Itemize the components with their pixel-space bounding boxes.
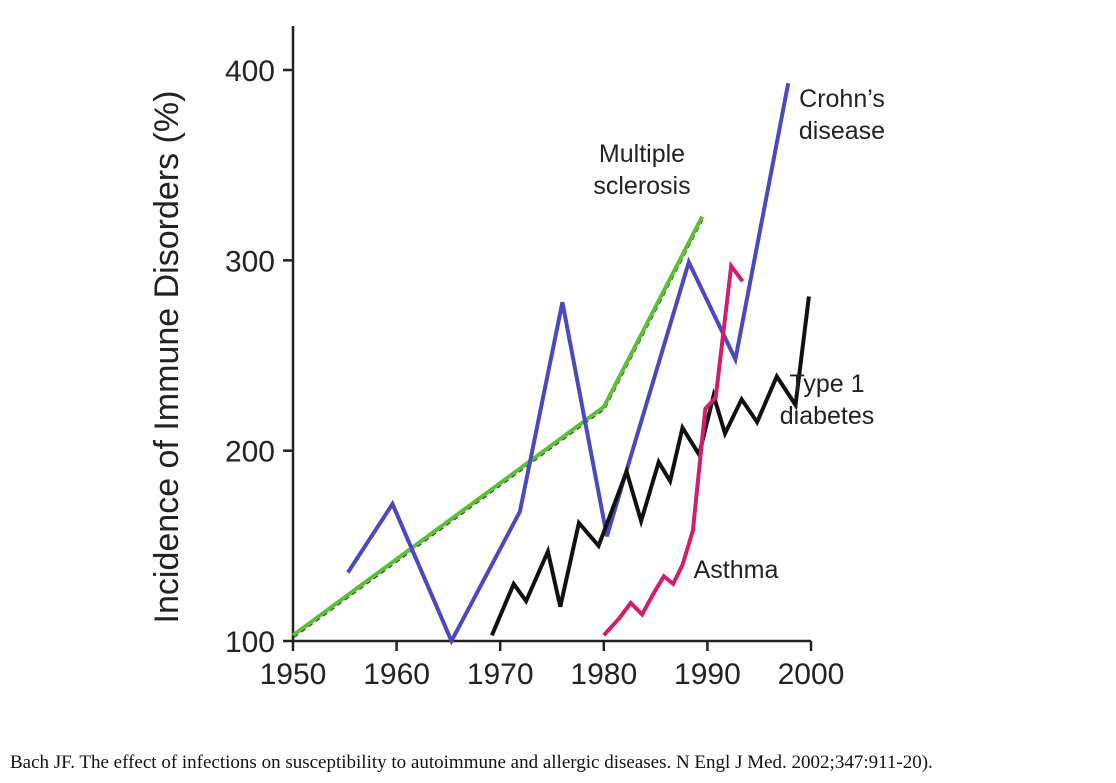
series-line-crohn-s-disease	[346, 82, 791, 646]
x-tick-label: 2000	[778, 658, 845, 691]
x-tick-label: 1990	[674, 658, 741, 691]
series-line-type-1-diabetes	[490, 296, 811, 637]
series-line-multiple-sclerosis	[291, 215, 704, 637]
y-tick-label: 200	[225, 436, 275, 469]
x-tick-label: 1950	[260, 658, 327, 691]
series-label-asthma: Asthma	[694, 556, 779, 584]
immune-disorders-chart: 100 200 300 400 1950 1960 1970 1980 1990 2000 Mul…	[148, 26, 885, 691]
x-tick-label: 1970	[467, 658, 534, 691]
y-tick-label: 300	[225, 245, 275, 278]
series-label-multiple-sclerosis: Multiple sclerosis	[593, 140, 690, 200]
y-tick-label: 100	[225, 626, 275, 659]
y-axis-title: Incidence of Immune Disorders (%)	[148, 91, 186, 624]
x-tick-label: 1960	[363, 658, 430, 691]
series-line-asthma	[602, 260, 745, 637]
series-lines	[291, 82, 811, 646]
series-labels: Multiple sclerosis Crohn’s disease Type 1 dia…	[593, 85, 885, 584]
y-tick-label: 400	[225, 55, 275, 88]
axes: 100 200 300 400 1950 1960 1970 1980 1990 2000	[225, 26, 844, 691]
series-label-crohn-s-disease: Crohn’s disease	[799, 85, 885, 145]
series-label-type-1-diabetes: Type 1 diabetes	[780, 370, 875, 430]
ms-trend-dashed-line	[293, 218, 704, 638]
citation-text: Bach JF. The effect of infections on sus…	[10, 752, 933, 773]
x-tick-label: 1980	[570, 658, 637, 691]
